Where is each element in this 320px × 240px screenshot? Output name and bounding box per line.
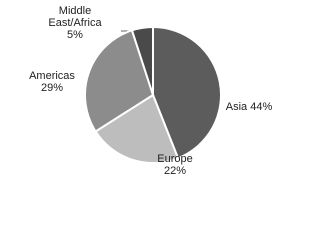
slice-label: Americas 29% bbox=[22, 70, 82, 94]
category-name: Middle East/Africa bbox=[48, 5, 102, 29]
pie-canvas bbox=[84, 25, 222, 164]
category-name: Asia bbox=[225, 101, 248, 113]
pie-slice bbox=[84, 29, 155, 133]
category-name: Europe bbox=[157, 153, 193, 165]
pie-slice bbox=[94, 93, 180, 164]
category-name: Americas bbox=[29, 70, 75, 82]
chart: Asia 44% Europe 22% Americas 29% Middle East/… bbox=[22, 5, 279, 177]
slice-label: Europe 22% bbox=[145, 153, 205, 177]
value-label: 5% bbox=[67, 29, 83, 41]
pie-slice bbox=[130, 25, 154, 96]
slice-label: Middle East/Africa 5% bbox=[44, 5, 106, 41]
slice-label: Asia 44% bbox=[219, 101, 279, 113]
value-label: 44% bbox=[250, 101, 273, 113]
value-label: 29% bbox=[40, 82, 64, 94]
pie-slice bbox=[152, 25, 222, 160]
value-label: 22% bbox=[163, 165, 187, 177]
